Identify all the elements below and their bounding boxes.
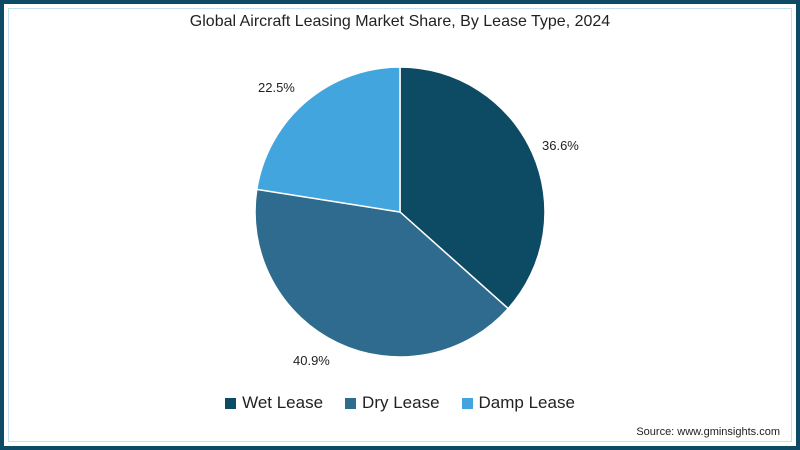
legend: Wet Lease Dry Lease Damp Lease: [0, 393, 800, 413]
slice-wet-lease: [399, 66, 546, 310]
slice-dry-lease: [254, 188, 510, 358]
label-dry-lease: 40.9%: [293, 353, 330, 368]
legend-label: Damp Lease: [478, 393, 575, 412]
slice-damp-lease: [255, 66, 401, 213]
legend-item-wet-lease[interactable]: Wet Lease: [225, 393, 323, 413]
legend-swatch-wet: [225, 397, 237, 409]
legend-swatch-dry: [345, 397, 357, 409]
legend-label: Dry Lease: [362, 393, 440, 412]
legend-swatch-damp: [461, 397, 473, 409]
chart-title: Global Aircraft Leasing Market Share, By…: [189, 13, 611, 30]
label-damp-lease: 22.5%: [258, 80, 295, 95]
legend-item-damp-lease[interactable]: Damp Lease: [461, 393, 575, 413]
label-wet-lease: 36.6%: [542, 138, 579, 153]
source-note: Source: www.gminsights.com: [636, 426, 780, 438]
inner-border: [8, 8, 792, 442]
legend-item-dry-lease[interactable]: Dry Lease: [345, 393, 440, 413]
legend-label: Wet Lease: [242, 393, 324, 412]
